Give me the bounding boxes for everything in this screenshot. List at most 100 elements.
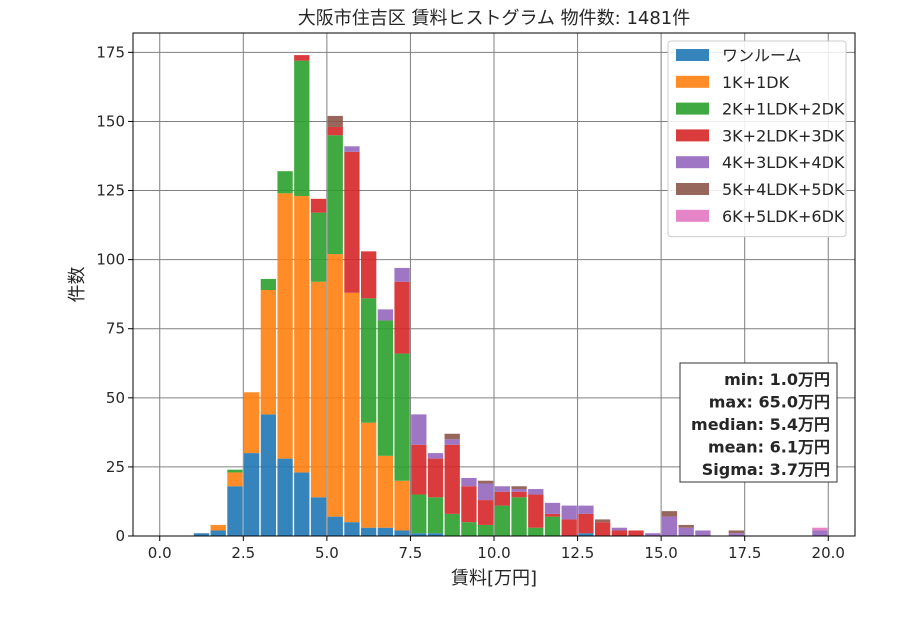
histogram-bar xyxy=(728,530,744,534)
histogram-bar xyxy=(327,115,343,127)
histogram-bar xyxy=(477,524,494,536)
stats-box-frame xyxy=(679,362,838,483)
histogram-bar xyxy=(494,486,511,492)
histogram-bar xyxy=(244,453,260,536)
legend-label: ワンルーム xyxy=(722,46,802,65)
histogram-bar xyxy=(327,254,343,517)
histogram-bar xyxy=(260,290,277,415)
histogram-bar xyxy=(611,530,628,536)
histogram-bar xyxy=(260,278,277,291)
x-tick-label: 12.5 xyxy=(561,544,594,562)
histogram-bar xyxy=(344,522,360,536)
histogram-bar xyxy=(427,453,444,459)
histogram-bar xyxy=(277,193,293,459)
legend-swatch xyxy=(676,129,709,142)
histogram-bar xyxy=(578,505,594,514)
histogram-bar xyxy=(327,126,343,136)
histogram-bar xyxy=(528,489,544,495)
histogram-bar xyxy=(277,458,293,536)
histogram-bar xyxy=(444,444,460,514)
histogram-bar xyxy=(578,513,594,534)
histogram-bar xyxy=(561,505,577,520)
histogram-bar xyxy=(511,486,527,490)
legend-label: 6K+5LDK+6DK xyxy=(722,207,845,226)
stats-line: Sigma: 3.7万円 xyxy=(702,460,830,479)
histogram-bar xyxy=(310,497,327,536)
legend-swatch xyxy=(676,49,709,61)
histogram-bar xyxy=(210,524,226,531)
histogram-bar xyxy=(695,530,711,536)
legend-swatch xyxy=(676,209,709,222)
histogram-bar xyxy=(294,196,310,473)
histogram-bar xyxy=(544,513,561,517)
histogram-bar xyxy=(477,500,494,525)
x-tick-label: 10.0 xyxy=(477,544,510,562)
histogram-bar xyxy=(294,55,310,61)
histogram-bar xyxy=(511,489,527,492)
histogram-bar xyxy=(812,530,828,536)
histogram-bar xyxy=(377,309,394,321)
histogram-bar xyxy=(244,392,260,454)
legend-box xyxy=(667,40,847,238)
histogram-bar xyxy=(260,414,277,536)
y-tick-label: 25 xyxy=(106,458,125,476)
histogram-bar xyxy=(678,524,694,528)
legend-swatch xyxy=(676,102,709,115)
histogram-bar xyxy=(528,527,544,536)
histogram-bar xyxy=(360,422,377,528)
histogram-bar xyxy=(594,519,611,523)
x-tick-label: 15.0 xyxy=(644,544,677,562)
histogram-bar xyxy=(494,505,511,536)
histogram-bar xyxy=(360,251,377,299)
histogram-bar xyxy=(728,533,744,536)
histogram-bar xyxy=(377,527,394,536)
histogram-bar xyxy=(511,491,527,498)
histogram-bar xyxy=(812,527,828,531)
histogram-bar xyxy=(645,533,661,536)
x-tick-label: 5.0 xyxy=(315,544,339,562)
legend: ワンルーム 1K+1DK 2K+1LDK+2DK 3K+2LDK+3DK 4K+3LDK… xyxy=(667,40,847,238)
legend-swatch xyxy=(676,183,709,195)
stats-box: min: 1.0万円 max: 65.0万円 median: 5.4万円 mean: … xyxy=(679,362,838,483)
y-tick-label: 150 xyxy=(96,112,125,130)
legend-label: 2K+1LDK+2DK xyxy=(722,100,845,119)
legend-label: 5K+4LDK+5DK xyxy=(722,180,845,199)
histogram-bar xyxy=(360,298,377,423)
y-tick-label: 100 xyxy=(96,251,125,269)
histogram-bar xyxy=(377,320,394,456)
histogram-bar xyxy=(394,530,410,536)
histogram-bar xyxy=(210,530,226,536)
histogram-bar xyxy=(511,497,527,536)
histogram-bar xyxy=(444,433,460,440)
histogram-bar xyxy=(461,486,477,523)
histogram-bar xyxy=(628,530,644,536)
histogram-bar xyxy=(227,469,243,473)
histogram-bar xyxy=(411,533,427,536)
histogram-bar xyxy=(344,292,360,523)
bars xyxy=(193,55,828,536)
histogram-bar xyxy=(394,267,410,282)
y-tick-label: 0 xyxy=(115,527,125,545)
histogram-bar xyxy=(578,533,594,536)
histogram-bar xyxy=(611,527,628,531)
histogram-bar xyxy=(528,494,544,528)
histogram-bar xyxy=(444,513,460,536)
x-tick-label: 17.5 xyxy=(728,544,761,562)
histogram-bar xyxy=(310,281,327,498)
histogram-bar xyxy=(427,458,444,498)
histogram-bar xyxy=(294,472,310,536)
histogram-bar xyxy=(193,533,210,536)
legend-swatch xyxy=(676,75,709,88)
x-tick-label: 0.0 xyxy=(148,544,172,562)
y-tick-label: 50 xyxy=(106,389,125,407)
histogram-bar xyxy=(594,522,611,536)
histogram-bar xyxy=(294,60,310,197)
stats-line: median: 5.4万円 xyxy=(691,415,830,434)
histogram-bar xyxy=(544,502,561,514)
histogram-bar xyxy=(394,480,410,531)
histogram-bar xyxy=(360,527,377,536)
y-tick-label: 175 xyxy=(96,43,125,61)
y-axis-label: 件数 xyxy=(67,267,88,303)
x-axis-label: 賃料[万円] xyxy=(451,568,537,589)
